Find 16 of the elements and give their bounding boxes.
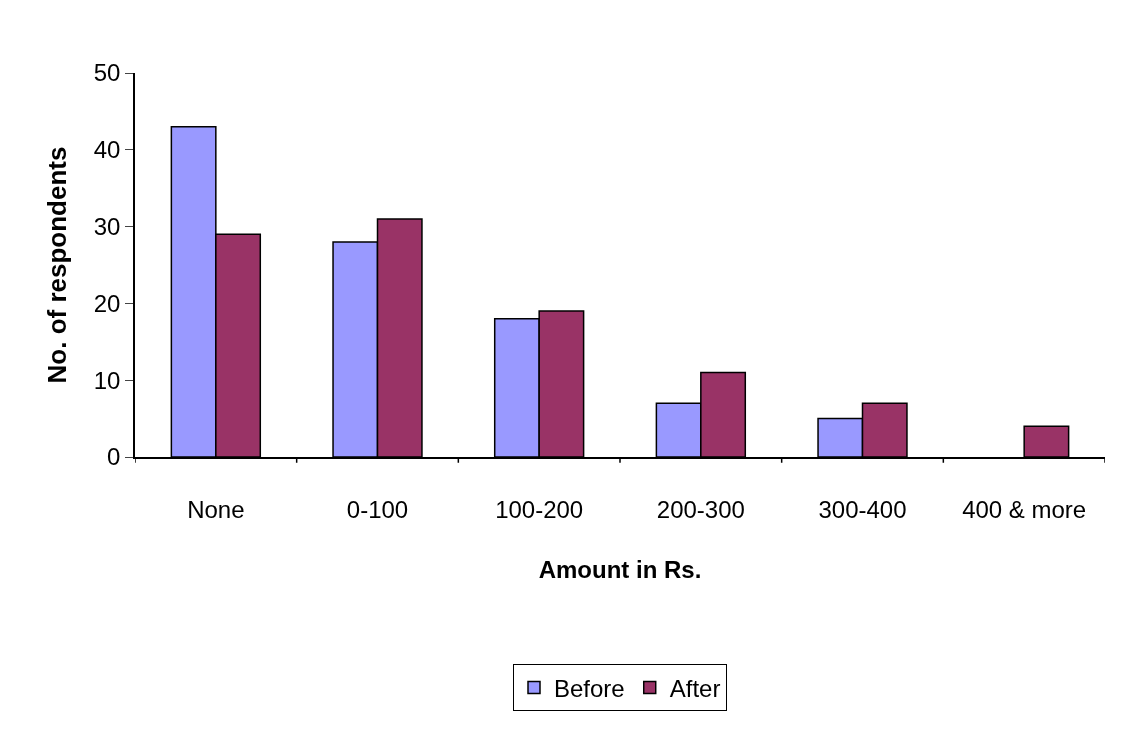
y-tick-label: 50 [93, 59, 121, 87]
y-tick-label: 30 [93, 213, 121, 240]
y-tick-label: 40 [93, 136, 121, 164]
y-tick-label: 0 [107, 443, 121, 471]
x-tick-label: 200-300 [656, 495, 745, 523]
x-tick-label: 300-400 [818, 495, 907, 523]
x-tick-label: None [187, 495, 245, 523]
legend-label: Before [554, 674, 625, 702]
y-tick-label: 20 [93, 289, 121, 317]
legend-label: After [669, 674, 721, 702]
y-tick-label: 10 [93, 366, 121, 394]
x-tick-label: 100-200 [495, 495, 584, 523]
x-axis-title: Amount in Rs. [538, 556, 702, 584]
x-tick-label: 0-100 [346, 495, 409, 523]
y-axis-title: No. of respondents [41, 146, 72, 384]
x-tick-label: 400 & more [962, 495, 1087, 523]
